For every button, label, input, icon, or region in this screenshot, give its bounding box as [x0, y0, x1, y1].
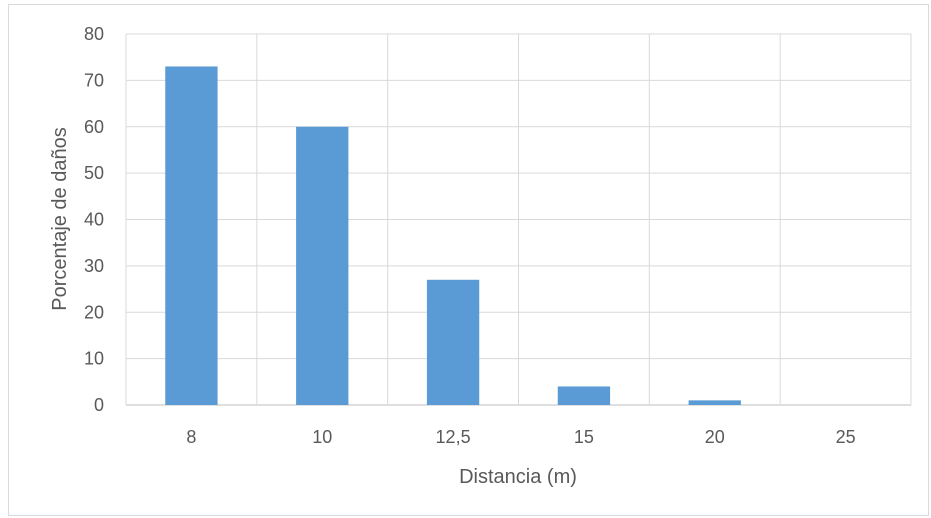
x-tick-label: 8: [186, 427, 196, 447]
x-tick-label: 15: [574, 427, 594, 447]
bar: [165, 66, 218, 406]
y-tick-labels: 0 10 20 30 40 50 60 70 80: [84, 24, 104, 415]
y-tick-label: 0: [94, 395, 104, 415]
y-tick-label: 30: [84, 256, 104, 276]
chart-frame: [8, 4, 929, 516]
x-axis-title: Distancia (m): [459, 466, 577, 488]
y-tick-label: 60: [84, 117, 104, 137]
y-axis-title: Porcentaje de daños: [49, 127, 71, 310]
x-tick-label: 20: [705, 427, 725, 447]
x-tick-labels: 8 10 12,5 15 20 25: [186, 427, 855, 447]
y-tick-label: 10: [84, 349, 104, 369]
y-tick-label: 70: [84, 70, 104, 90]
bar: [426, 279, 480, 405]
x-tick-label: 12,5: [436, 427, 471, 447]
bars: [165, 66, 741, 406]
x-tick-label: 10: [312, 427, 332, 447]
bar: [557, 386, 611, 405]
x-tick-label: 25: [836, 427, 856, 447]
gridlines: [125, 33, 912, 406]
bar: [296, 126, 349, 405]
y-tick-label: 20: [84, 302, 104, 322]
y-tick-label: 80: [84, 24, 104, 44]
bar: [688, 400, 741, 405]
y-tick-label: 50: [84, 163, 104, 183]
y-tick-label: 40: [84, 210, 104, 230]
